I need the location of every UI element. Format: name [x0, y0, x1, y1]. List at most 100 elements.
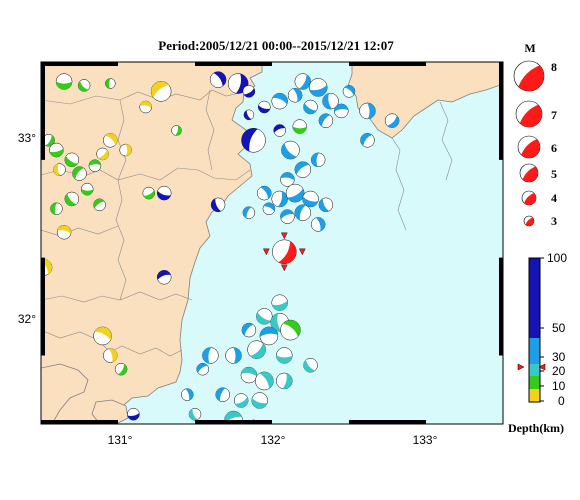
lat-label-32: 32°: [18, 312, 36, 326]
map-title: Period:2005/12/21 00:00--2015/12/21 12:0…: [158, 38, 394, 53]
earthquake-event: [318, 113, 334, 128]
earthquake-event: [280, 209, 295, 224]
magnitude-symbols: [513, 60, 545, 227]
earthquake-event: [280, 319, 301, 341]
earthquake-event: [262, 202, 276, 216]
earthquake-event: [93, 198, 106, 212]
depth-tick-100: 100: [547, 251, 567, 265]
mag-label-4: 4: [551, 191, 557, 205]
earthquake-event: [49, 142, 64, 158]
earthquake-event: [189, 428, 201, 440]
earthquake-event: [196, 362, 209, 376]
mainshock-marker-top: [280, 232, 288, 240]
earthquake-event: [233, 393, 249, 408]
depth-scale-title: Depth(km): [508, 421, 564, 435]
earthquake-event: [64, 152, 80, 168]
earthquake-event: [80, 182, 94, 196]
earthquake-event: [88, 159, 102, 172]
earthquake-event: [242, 85, 256, 98]
depth-tick-10: 10: [552, 379, 566, 393]
earthquake-event: [156, 269, 172, 285]
lon-label-131: 131°: [108, 433, 133, 447]
earthquake-event: [322, 92, 339, 110]
earthquake-event: [56, 224, 72, 240]
mainshock-marker-left: [262, 248, 270, 256]
earthquake-event: [384, 113, 400, 128]
earthquake-event: [77, 79, 91, 92]
earthquake-event: [342, 85, 356, 98]
earthquake-event: [53, 163, 66, 176]
lon-label-133: 133°: [413, 433, 438, 447]
magnitude-symbol: [519, 163, 539, 183]
earthquake-event: [119, 143, 132, 157]
earthquake-event: [127, 407, 140, 421]
earthquake-event: [310, 152, 326, 168]
earthquake-event: [281, 140, 300, 160]
earthquake-event: [273, 124, 286, 137]
earthquake-event: [251, 392, 268, 409]
earthquake-event: [271, 294, 288, 311]
earthquake-event: [242, 206, 256, 219]
earthquake-event: [210, 197, 226, 213]
earthquake-event: [318, 197, 334, 213]
map-panel[interactable]: [36, 61, 504, 450]
magnitude-legend-title: M: [524, 41, 535, 55]
earthquake-event: [72, 166, 87, 181]
depth-tick-50: 50: [552, 321, 566, 335]
latitude-labels: 33° 32°: [18, 131, 36, 326]
longitude-labels: 131° 132° 133°: [108, 433, 438, 447]
earthquake-event: [240, 366, 258, 384]
magnitude-symbol: [513, 60, 545, 92]
earthquake-event: [202, 347, 219, 364]
earthquake-event: [188, 407, 202, 421]
depth-scale-frame: [528, 257, 541, 403]
earthquake-event: [209, 71, 227, 88]
earthquake-event: [255, 371, 274, 391]
magnitude-legend: M 8 7 6 5 4 3: [513, 41, 557, 228]
earthquake-event: [271, 190, 288, 208]
earthquake-event: [303, 358, 318, 373]
mag-label-7: 7: [551, 108, 557, 122]
earthquake-event: [64, 191, 80, 207]
depth-band-10-20: [529, 376, 540, 389]
earthquake-event: [142, 186, 156, 200]
map-frame-ticks: [41, 62, 503, 424]
earthquake-event: [225, 347, 242, 364]
earthquake-event: [287, 88, 303, 103]
earthquake-event: [258, 100, 271, 114]
magnitude-symbol: [515, 100, 543, 128]
earthquake-event: [271, 92, 288, 110]
depth-tick-30: 30: [552, 350, 566, 364]
depth-scale: 100 50 30 20 10 0 Depth(km): [508, 251, 567, 435]
depth-band-20-30: [529, 364, 540, 376]
magnitude-symbol: [521, 190, 537, 206]
magnitude-symbol: [523, 215, 535, 227]
depth-band-50-100: [529, 258, 540, 338]
earthquake-event: [241, 128, 266, 153]
earthquake-event: [103, 348, 118, 363]
earthquake-event: [156, 185, 172, 201]
earthquake-event: [360, 133, 375, 148]
earthquake-event: [294, 204, 312, 221]
earthquake-event: [114, 362, 128, 376]
earthquake-event: [150, 81, 172, 102]
depth-tick-20: 20: [552, 364, 566, 378]
earthquake-event: [308, 78, 328, 97]
earthquake-event: [215, 387, 230, 402]
depth-marker-right: [538, 363, 546, 371]
earthquake-event: [42, 134, 55, 147]
earthquake-event: [285, 183, 305, 203]
earthquake-event: [276, 372, 293, 390]
earthquake-event: [292, 119, 307, 134]
earthquake-event: [302, 190, 319, 208]
mag-label-5: 5: [551, 167, 557, 181]
earthquake-event: [256, 308, 273, 325]
earthquake-event: [55, 73, 73, 90]
magnitude-symbol: [517, 135, 541, 159]
mag-label-6: 6: [551, 141, 557, 155]
earthquake-event: [359, 102, 376, 120]
earthquake-event: [272, 239, 297, 265]
earthquake-event: [257, 185, 272, 201]
earthquake-event: [171, 125, 182, 136]
earthquake-event: [276, 347, 293, 364]
